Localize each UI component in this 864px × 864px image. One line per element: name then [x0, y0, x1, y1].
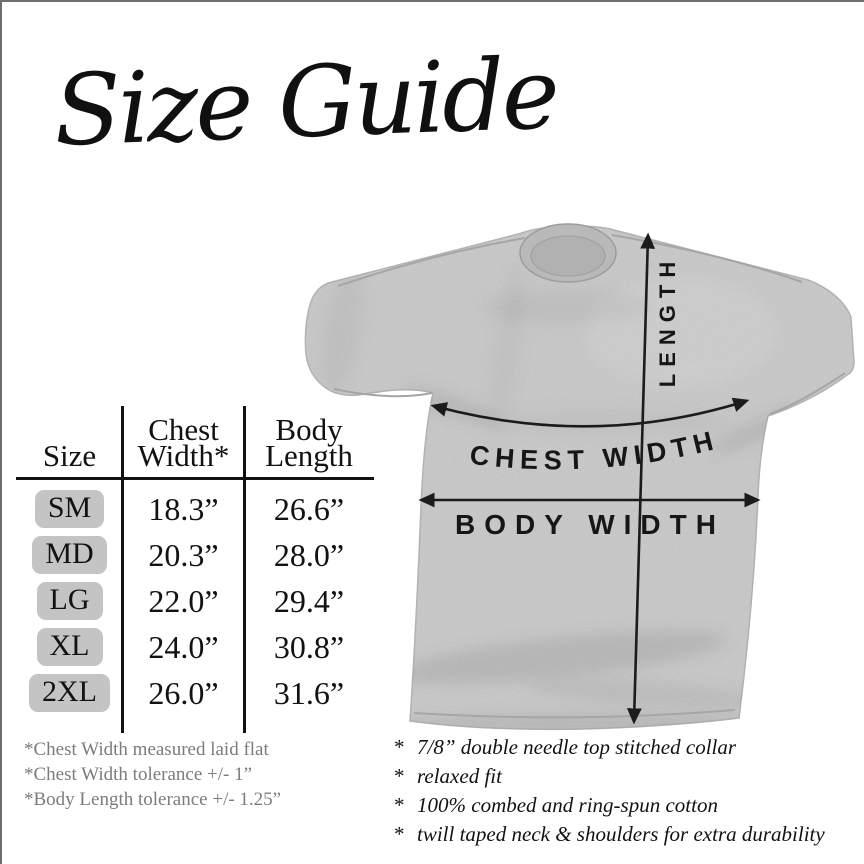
chest-width-value: 20.3” [148, 536, 219, 573]
table-row: XL 24.0” 30.8” [16, 624, 374, 670]
feature-text: twill taped neck & shoulders for extra d… [417, 822, 825, 846]
bullet-asterisk: * [393, 822, 404, 846]
table-body: SM 18.3” 26.6” MD 20.3” 28.0” LG 22.0” 2… [16, 486, 374, 716]
body-length-value: 26.6” [273, 490, 345, 527]
feature-item: * 7/8” double needle top stitched collar [393, 733, 825, 762]
feature-text: 100% combed and ring-spun cotton [417, 793, 718, 817]
chest-width-value: 24.0” [148, 628, 219, 665]
length-label: LENGTH [655, 255, 680, 387]
table-row: SM 18.3” 26.6” [16, 486, 374, 532]
header-chest-width: Chest Width* [123, 414, 244, 476]
feature-item: * 100% combed and ring-spun cotton [393, 791, 825, 820]
header-body-length: Body Length [244, 414, 374, 476]
footnote-line: *Chest Width tolerance +/- 1” [24, 764, 253, 785]
hem-stitch [413, 709, 736, 719]
measurement-arrows [418, 232, 761, 725]
header-chest-line1: Chest [148, 412, 219, 447]
footnotes: *Chest Width measured laid flat *Chest W… [24, 737, 281, 812]
chest-width-value: 18.3” [148, 490, 219, 527]
footnote-line: *Body Length tolerance +/- 1.25” [24, 789, 282, 810]
header-body-line1: Body [275, 412, 343, 447]
size-badge: 2XL [29, 674, 110, 712]
header-chest-line2: Width* [137, 438, 230, 473]
body-length-value: 30.8” [273, 628, 345, 665]
body-length-value: 31.6” [273, 674, 345, 711]
length-arrow [626, 232, 656, 725]
body-length-value: 29.4” [273, 582, 345, 619]
size-badge: MD [32, 536, 107, 574]
table-divider-1 [121, 406, 124, 733]
bullet-asterisk: * [393, 735, 404, 759]
table-divider-2 [243, 406, 246, 733]
table-header: Size Chest Width* Body Length [16, 404, 374, 476]
body-length-value: 28.0” [273, 536, 345, 573]
table-header-rule [16, 477, 374, 480]
table-row: MD 20.3” 28.0” [16, 532, 374, 578]
page-title: Size Guide [52, 37, 559, 169]
size-badge: XL [36, 628, 103, 666]
size-table: Size Chest Width* Body Length SM 18.3” 2… [16, 404, 374, 734]
feature-item: * relaxed fit [393, 762, 825, 791]
chest-width-value: 26.0” [148, 674, 219, 711]
bullet-asterisk: * [393, 764, 404, 788]
left-cuff-seam [333, 388, 433, 398]
body-width-label: BODY WIDTH [455, 509, 725, 540]
bullet-asterisk: * [393, 793, 404, 817]
right-cuff-seam [769, 372, 846, 415]
feature-text: relaxed fit [417, 764, 502, 788]
table-row: LG 22.0” 29.4” [16, 578, 374, 624]
collar [519, 223, 617, 283]
feature-text: 7/8” double needle top stitched collar [417, 735, 737, 759]
feature-list: * 7/8” double needle top stitched collar … [393, 733, 825, 849]
size-badge: SM [34, 490, 105, 528]
header-body-line2: Length [265, 438, 353, 473]
feature-item: * twill taped neck & shoulders for extra … [393, 820, 825, 849]
footnote-line: *Chest Width measured laid flat [24, 739, 269, 760]
header-size: Size [42, 438, 97, 473]
tshirt-shape [304, 223, 855, 731]
size-badge: LG [36, 582, 103, 620]
chest-width-arrow [430, 397, 750, 428]
chest-width-value: 22.0” [148, 582, 219, 619]
table-row: 2XL 26.0” 31.6” [16, 670, 374, 716]
left-shoulder-seam [337, 237, 526, 287]
